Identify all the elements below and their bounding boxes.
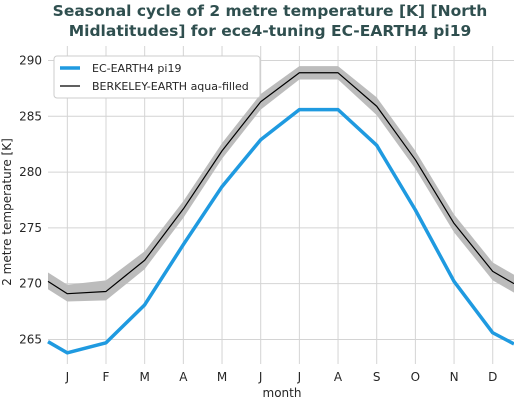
x-tick-label: N xyxy=(450,370,459,384)
y-tick-label: 280 xyxy=(19,165,42,179)
x-tick-label: A xyxy=(179,370,188,384)
x-tick-label: F xyxy=(103,370,110,384)
x-tick-label: O xyxy=(411,370,420,384)
legend-label-ec-earth4: EC-EARTH4 pi19 xyxy=(92,62,181,75)
legend: EC-EARTH4 pi19 BERKELEY-EARTH aqua-fille… xyxy=(53,55,261,99)
y-tick-label: 290 xyxy=(19,54,42,68)
chart-title-line-2: Midlatitudes] for ece4-tuning EC-EARTH4 … xyxy=(69,22,472,40)
x-tick-label: J xyxy=(65,370,70,384)
x-tick-label: A xyxy=(334,370,343,384)
y-tick-label: 265 xyxy=(19,332,42,346)
berkeley-band-area xyxy=(48,66,514,302)
series-lines xyxy=(47,72,514,355)
x-tick-label: M xyxy=(217,370,227,384)
x-tick-label: S xyxy=(373,370,381,384)
legend-label-berkeley-earth: BERKELEY-EARTH aqua-filled xyxy=(92,80,249,93)
series-line-ec-earth4 xyxy=(47,107,514,355)
x-axis-label: month xyxy=(263,386,302,400)
y-axis-label: 2 metre temperature [K] xyxy=(0,138,14,286)
x-tick-label: M xyxy=(140,370,150,384)
y-tick-labels: 265 270 275 280 285 290 xyxy=(19,54,42,347)
chart-title: Seasonal cycle of 2 metre temperature [K… xyxy=(53,2,488,40)
legend-box xyxy=(53,55,261,99)
berkeley-uncertainty-band xyxy=(48,66,514,302)
y-tick-label: 285 xyxy=(19,109,42,123)
y-tick-label: 275 xyxy=(19,221,42,235)
x-tick-label: D xyxy=(488,370,497,384)
x-tick-label: J xyxy=(258,370,263,384)
chart-title-line-1: Seasonal cycle of 2 metre temperature [K… xyxy=(53,2,488,20)
x-tick-label: J xyxy=(297,370,302,384)
y-tick-label: 270 xyxy=(19,277,42,291)
series-line-berkeley-earth xyxy=(47,72,514,295)
